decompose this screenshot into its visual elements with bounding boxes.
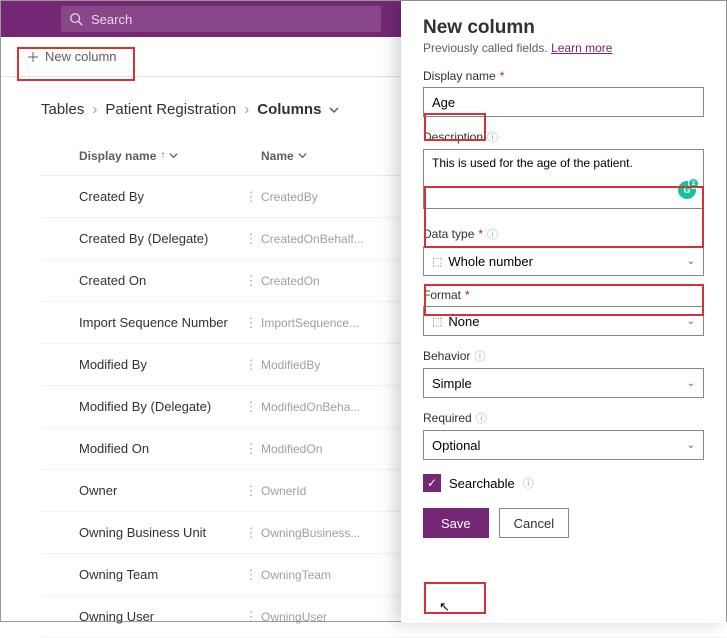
row-display: Modified On xyxy=(41,441,241,456)
info-icon: ⓘ xyxy=(487,226,498,242)
search-input[interactable]: Search xyxy=(61,6,381,32)
format-icon: ⬚ xyxy=(432,315,442,328)
more-icon[interactable]: ⋮ xyxy=(241,315,261,331)
row-display: Created By xyxy=(41,189,241,204)
row-name: OwningBusiness... xyxy=(261,526,381,540)
info-icon: ⓘ xyxy=(487,129,498,145)
more-icon[interactable]: ⋮ xyxy=(241,441,261,457)
breadcrumb-table[interactable]: Patient Registration xyxy=(105,101,236,118)
breadcrumb-current: Columns xyxy=(257,101,321,118)
chevron-down-icon: ⌄ xyxy=(687,440,695,451)
row-display: Owning Team xyxy=(41,567,241,582)
behavior-select[interactable]: Simple ⌄ xyxy=(423,368,704,398)
grammarly-icon: G xyxy=(678,181,696,199)
display-name-label: Display name* xyxy=(423,69,704,83)
data-type-label: Data type* ⓘ xyxy=(423,226,704,242)
chevron-right-icon: › xyxy=(244,101,249,118)
new-column-panel: New column Previously called fields. Lea… xyxy=(401,1,726,623)
more-icon[interactable]: ⋮ xyxy=(241,189,261,205)
more-icon[interactable]: ⋮ xyxy=(241,567,261,583)
more-icon[interactable]: ⋮ xyxy=(241,609,261,625)
description-label: Description ⓘ xyxy=(423,129,704,145)
row-name: CreatedOnBehalf... xyxy=(261,232,381,246)
panel-title: New column xyxy=(423,17,704,39)
save-button[interactable]: Save xyxy=(423,508,489,538)
cancel-button[interactable]: Cancel xyxy=(499,508,569,538)
chevron-down-icon: ⌄ xyxy=(687,378,695,389)
row-name: ModifiedOn xyxy=(261,442,381,456)
chevron-down-icon: ⌄ xyxy=(687,316,695,327)
row-display: Created By (Delegate) xyxy=(41,231,241,246)
row-name: CreatedOn xyxy=(261,274,381,288)
chevron-down-icon[interactable] xyxy=(298,151,307,160)
format-select[interactable]: ⬚None ⌄ xyxy=(423,306,704,336)
required-label: Required ⓘ xyxy=(423,410,704,426)
plus-icon xyxy=(27,51,39,63)
more-icon[interactable]: ⋮ xyxy=(241,231,261,247)
header-name[interactable]: Name xyxy=(261,149,381,163)
row-display: Owning Business Unit xyxy=(41,525,241,540)
searchable-checkbox[interactable]: ✓ xyxy=(423,474,441,492)
row-display: Modified By xyxy=(41,357,241,372)
info-icon: ⓘ xyxy=(476,410,487,426)
info-icon: ⓘ xyxy=(474,348,485,364)
cursor-icon: ↖ xyxy=(439,599,450,615)
row-name: ModifiedBy xyxy=(261,358,381,372)
row-name: OwningTeam xyxy=(261,568,381,582)
number-icon: ⬚ xyxy=(432,255,442,268)
row-display: Import Sequence Number xyxy=(41,315,241,330)
data-type-select[interactable]: ⬚Whole number ⌄ xyxy=(423,246,704,276)
row-name: OwnerId xyxy=(261,484,381,498)
format-label: Format* xyxy=(423,288,704,302)
row-display: Modified By (Delegate) xyxy=(41,399,241,414)
new-column-button[interactable]: New column xyxy=(17,43,127,70)
search-placeholder: Search xyxy=(91,12,132,27)
chevron-right-icon: › xyxy=(92,101,97,118)
chevron-down-icon: ⌄ xyxy=(687,256,695,267)
searchable-label: Searchable xyxy=(449,476,515,491)
more-icon[interactable]: ⋮ xyxy=(241,525,261,541)
row-name: OwningUser xyxy=(261,610,381,624)
chevron-down-icon[interactable] xyxy=(329,105,339,115)
row-display: Owner xyxy=(41,483,241,498)
breadcrumb-root[interactable]: Tables xyxy=(41,101,84,118)
behavior-label: Behavior ⓘ xyxy=(423,348,704,364)
row-name: ModifiedOnBeha... xyxy=(261,400,381,414)
display-name-input[interactable] xyxy=(423,87,704,117)
more-icon[interactable]: ⋮ xyxy=(241,357,261,373)
header-display-name[interactable]: Display name ↑ xyxy=(41,149,241,163)
info-icon: ⓘ xyxy=(523,475,534,491)
description-input[interactable] xyxy=(423,149,704,209)
learn-more-link[interactable]: Learn more xyxy=(551,41,612,55)
new-column-label: New column xyxy=(45,49,117,64)
search-icon xyxy=(69,12,83,26)
more-icon[interactable]: ⋮ xyxy=(241,483,261,499)
panel-subtitle: Previously called fields. Learn more xyxy=(423,41,704,55)
row-name: CreatedBy xyxy=(261,190,381,204)
chevron-down-icon[interactable] xyxy=(169,151,178,160)
row-name: ImportSequence... xyxy=(261,316,381,330)
required-select[interactable]: Optional ⌄ xyxy=(423,430,704,460)
more-icon[interactable]: ⋮ xyxy=(241,273,261,289)
row-display: Created On xyxy=(41,273,241,288)
more-icon[interactable]: ⋮ xyxy=(241,399,261,415)
sort-up-icon: ↑ xyxy=(160,150,165,161)
